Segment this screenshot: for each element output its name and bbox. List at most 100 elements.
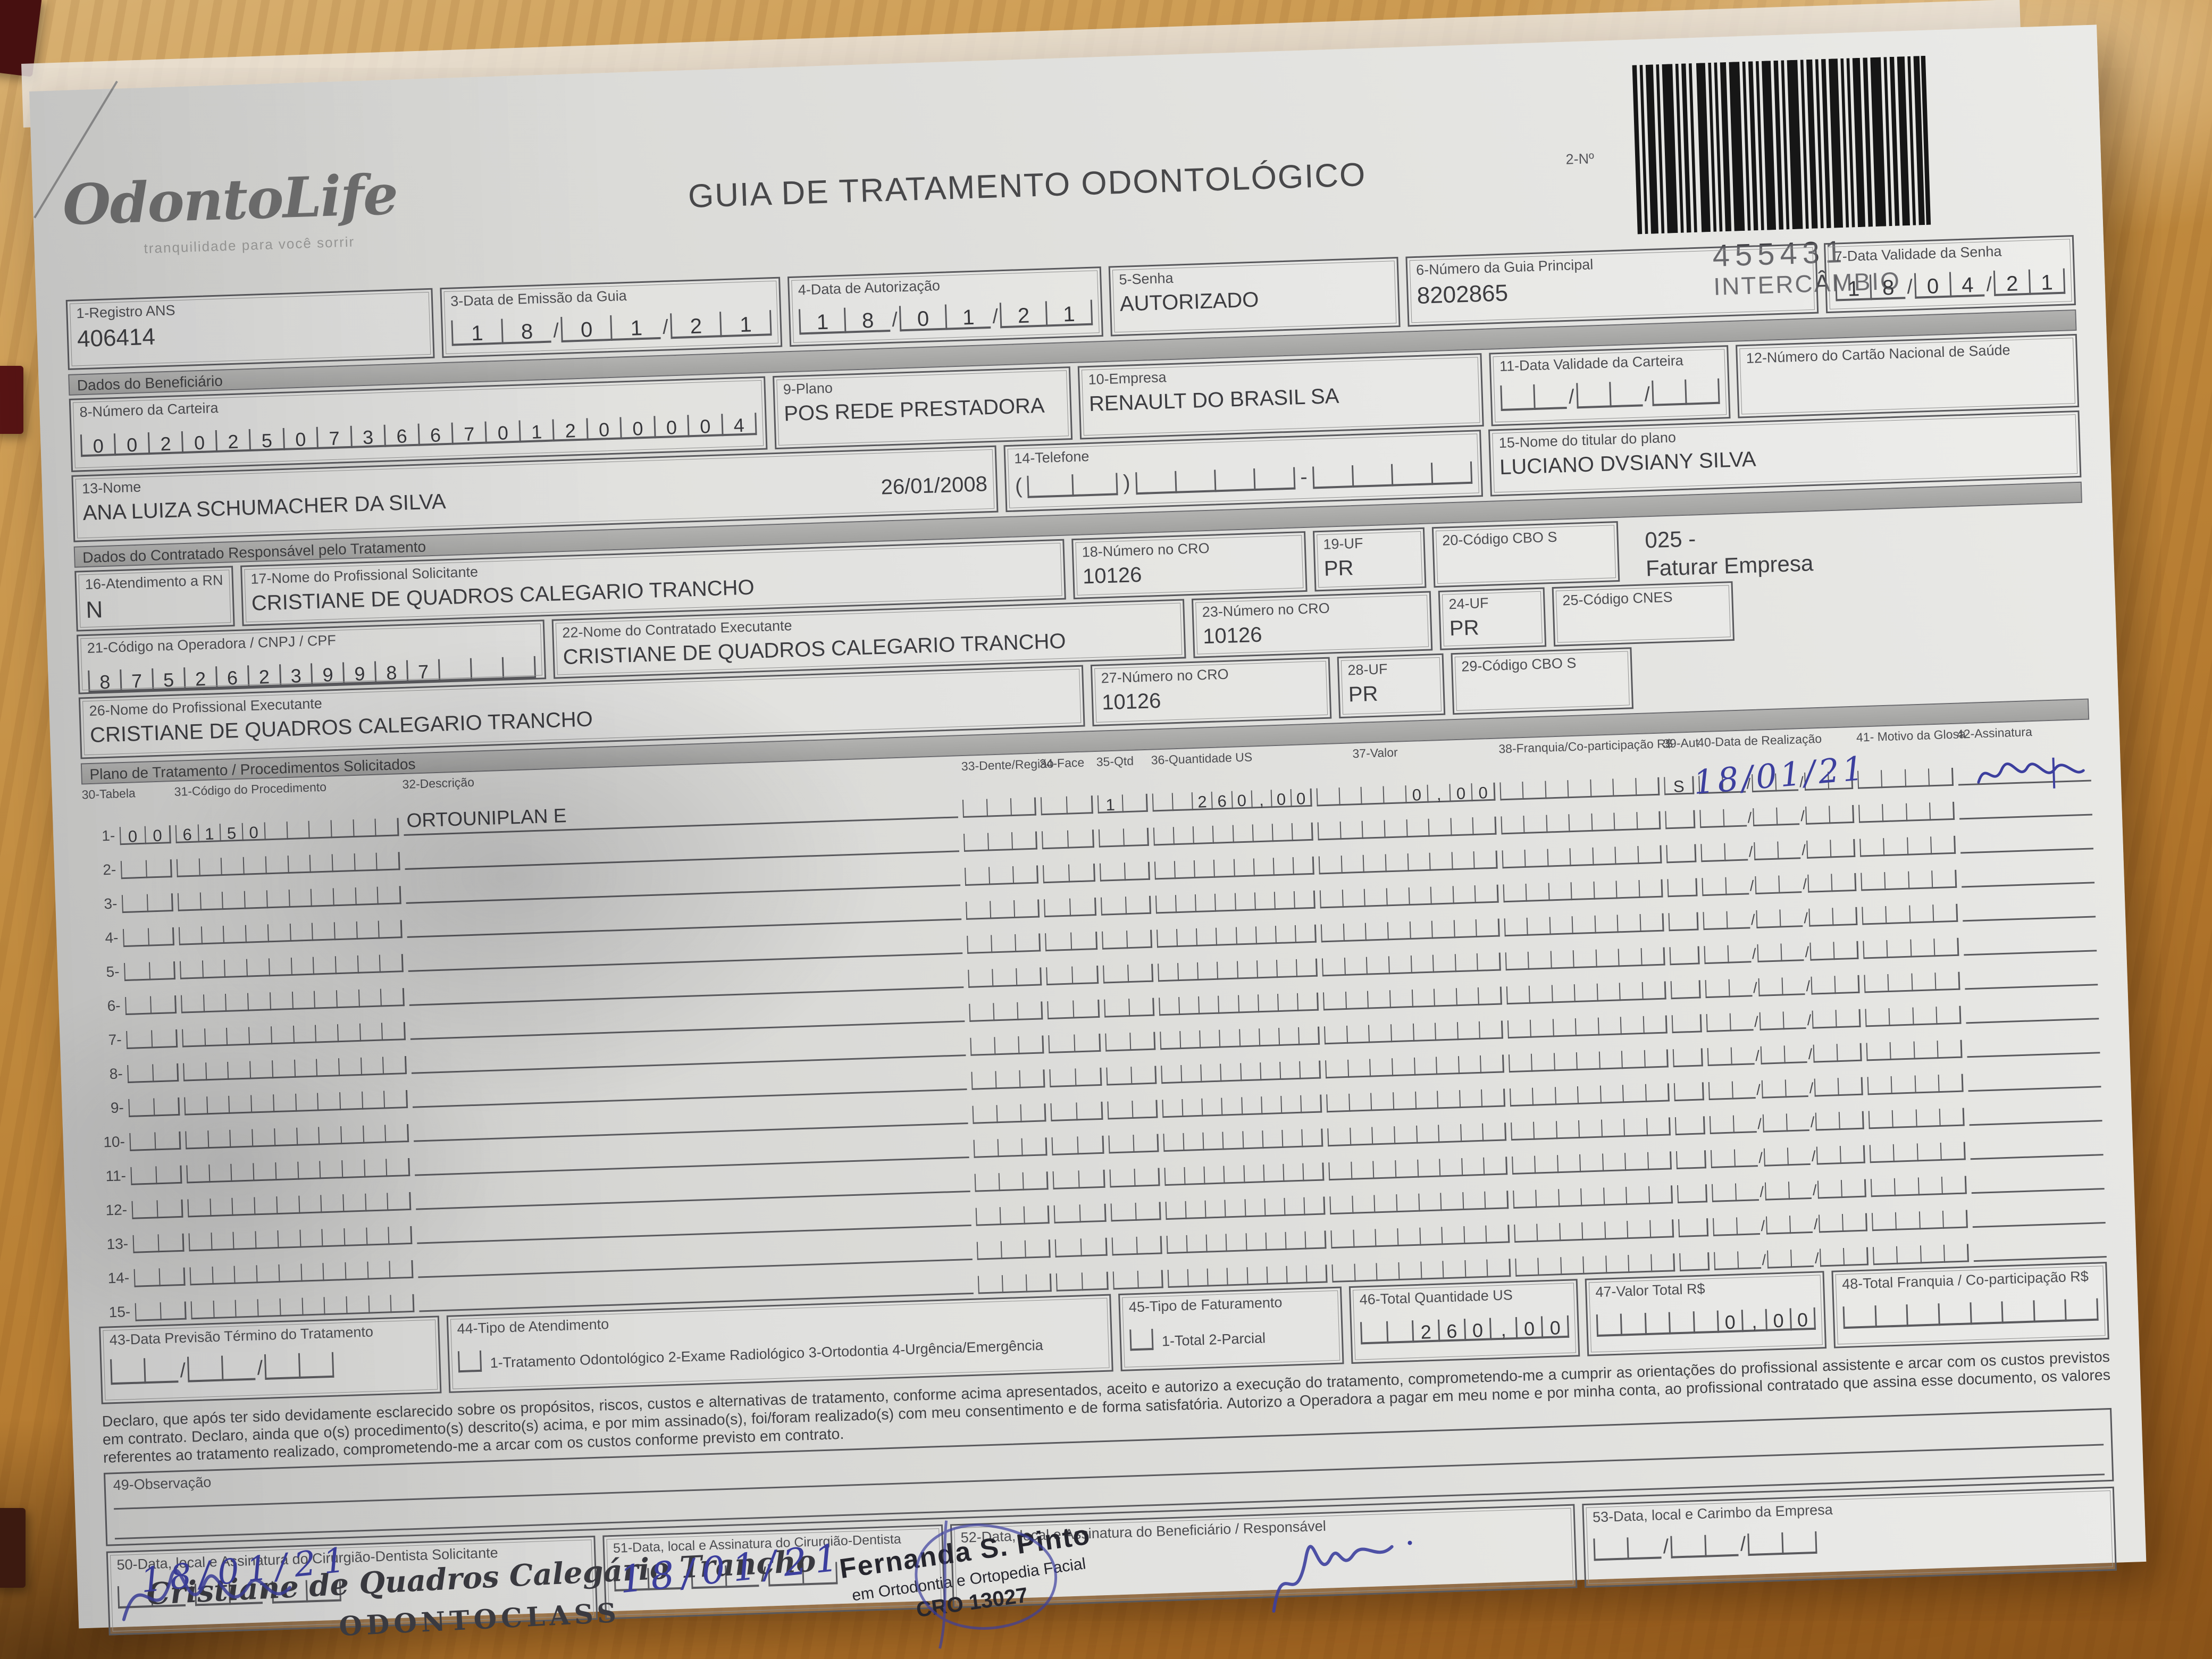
comb-cell: [378, 920, 403, 939]
comb-cell: [1724, 842, 1748, 861]
comb-cell: [1608, 381, 1643, 408]
phone-suffix-boxes: [1312, 461, 1473, 489]
tabela-boxes: [125, 995, 177, 1016]
date-separator: /: [1748, 843, 1753, 860]
comb-cell: [1455, 987, 1479, 1007]
comb-cell: [1598, 1051, 1622, 1070]
comb-cell: [1938, 1074, 1964, 1093]
comb-cell: [1710, 1149, 1735, 1168]
field-carimbo-empresa: 53-Data, local e Carimbo da Empresa / /: [1582, 1486, 2117, 1588]
comb-cell: [122, 928, 148, 948]
aut-box: [1678, 1218, 1709, 1237]
face-boxes: [1052, 1169, 1105, 1189]
comb-cell: [1255, 926, 1276, 945]
comb-cell: [361, 1091, 384, 1110]
field-value: 10126: [1202, 623, 1263, 649]
comb-cell: [272, 1093, 296, 1113]
comb-cell: [1501, 815, 1524, 835]
comb-cell: [1627, 1220, 1650, 1239]
comb-cell: [995, 1070, 1020, 1090]
comb-cell: [1753, 841, 1778, 861]
comb-cell: [298, 1195, 321, 1214]
comb-cell: [299, 1229, 322, 1248]
motivo-glosa-boxes: [1871, 1210, 1968, 1231]
col-assinatura: 42-Assinatura: [1956, 725, 2033, 741]
comb-cell: [1638, 879, 1663, 899]
comb-cell: 1: [518, 419, 554, 443]
comb-cell: [1419, 1227, 1442, 1246]
comb-cell: 7: [451, 421, 486, 445]
comb-cell: [1515, 1258, 1538, 1277]
field-registro-ans: 1-Registro ANS 406414: [65, 288, 435, 370]
date-separator: /: [1805, 977, 1811, 994]
field-cro-solicitante: 18-Número no CRO 10126: [1071, 531, 1308, 600]
comb-cell: [1171, 792, 1193, 811]
comb-cell: [1435, 1022, 1457, 1041]
motivo-glosa-boxes: [1867, 1074, 1964, 1095]
comb-cell: [1457, 1055, 1481, 1075]
comb-cell: [1913, 1041, 1938, 1060]
comb-cell: [1273, 891, 1294, 910]
tabela-boxes: [135, 1301, 187, 1321]
date-separator: /: [1759, 1183, 1764, 1201]
comb-cell: [1079, 1203, 1107, 1223]
comb-cell: [1597, 1017, 1621, 1036]
comb-cell: [1578, 1119, 1602, 1138]
barcode-block: 2-Nº: [1530, 39, 2068, 300]
barcode-icon: [1632, 55, 1931, 234]
comb-cell: [1714, 1251, 1738, 1270]
comb-cell: [1870, 1178, 1895, 1197]
comb-cell: [333, 921, 357, 941]
comb-cell: [1454, 953, 1478, 973]
comb-cell: ,: [1251, 790, 1271, 809]
comb-cell: [1016, 967, 1042, 986]
date-separator: /: [1749, 877, 1755, 894]
comb-cell: S: [1664, 776, 1695, 796]
comb-cell: [972, 1105, 997, 1124]
comb-cell: [334, 955, 358, 975]
comb-cell: [1018, 1035, 1044, 1054]
comb-cell: [1198, 995, 1219, 1015]
comb-cell: [1723, 808, 1747, 827]
date-separator: /: [1740, 1532, 1746, 1556]
row-number: 14-: [107, 1269, 130, 1287]
comb-cell: 0: [80, 433, 115, 457]
assinatura-line: [1970, 1134, 2104, 1160]
comb-cell: [287, 854, 310, 874]
date-separator: /: [1761, 1251, 1766, 1268]
comb-cell: [1417, 1159, 1440, 1178]
qtd-boxes: [1104, 998, 1155, 1018]
field-cbo-solicitante: 20-Código CBO S: [1431, 521, 1620, 588]
comb-cell: [200, 926, 224, 945]
comb-cell: [1531, 1053, 1554, 1072]
comb-cell: [1576, 1051, 1599, 1071]
comb-cell: [1285, 1231, 1305, 1250]
face-boxes: [1045, 931, 1098, 952]
comb-cell: [354, 852, 376, 872]
comb-cell: [1834, 975, 1860, 994]
comb-cell: [1281, 1129, 1302, 1148]
comb-cell: [1605, 1255, 1629, 1274]
face-boxes: [1054, 1237, 1108, 1258]
dente-regiao-boxes: [976, 1239, 1051, 1260]
comb-cell: [1164, 1167, 1185, 1186]
comb-cell: [1183, 1132, 1203, 1151]
handwritten-signature: [122, 1568, 292, 1621]
comb-cell: [254, 1196, 277, 1216]
comb-cell: [211, 1231, 233, 1251]
comb-cell: [1194, 859, 1214, 879]
row-number: 6-: [107, 997, 121, 1015]
comb-cell: 8: [500, 317, 552, 345]
comb-cell: [205, 1061, 228, 1081]
qtd-boxes: [1110, 1202, 1161, 1222]
field-label: 18-Número no CRO: [1082, 540, 1210, 560]
comb-cell: 6: [215, 665, 248, 689]
comb-cell: [1368, 1024, 1391, 1043]
comb-cell: [1441, 1226, 1464, 1245]
comb-cell: [1205, 1234, 1227, 1253]
comb-cell: [1861, 872, 1885, 891]
comb-cell: [1153, 827, 1174, 846]
comb-cell: [1733, 1149, 1758, 1168]
comb-cell: [1888, 1007, 1913, 1026]
